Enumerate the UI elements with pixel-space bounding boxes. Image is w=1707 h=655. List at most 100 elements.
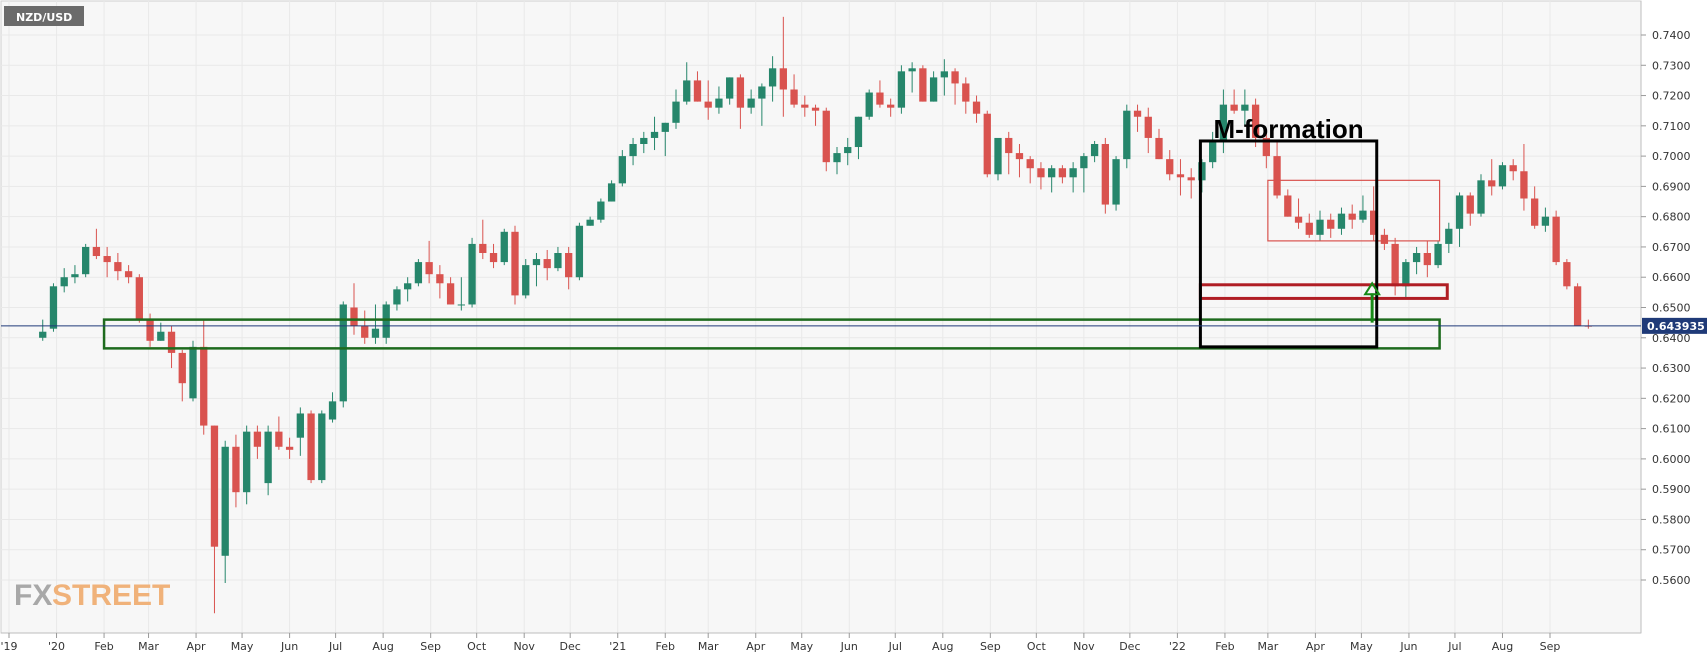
candle [1144,107,1152,154]
candle [994,137,1002,181]
candle [865,89,873,120]
candle [822,107,830,172]
candle [1455,192,1464,247]
x-tick-label: Jun [840,640,858,653]
candle-body [200,346,208,426]
candle [1477,174,1485,217]
candle-body [210,425,219,547]
candle-body [543,259,551,269]
candle-body [92,246,101,257]
y-tick-label: 0.7100 [1652,120,1691,133]
candle [1541,207,1550,232]
candle [811,104,820,126]
x-tick-label: Aug [932,640,953,653]
candle-body [1541,216,1550,226]
x-tick-label: May [231,640,254,653]
candle-body [983,113,991,175]
candle [672,89,680,129]
candle [210,425,219,614]
candle-body [1284,195,1292,217]
candle [1531,186,1539,229]
candle [1058,165,1067,184]
candle-body [865,92,873,117]
candle [972,95,981,123]
candle-body [253,431,262,447]
candle-body [1531,198,1539,226]
candle [736,74,745,129]
candle-body [1573,286,1582,326]
candle-body [146,319,154,341]
candle [565,246,573,290]
annotations: M-formation [102,114,1449,350]
candle-body [371,328,380,338]
x-tick-label: Nov [513,640,535,653]
candle-body [1187,177,1195,181]
y-tick-label: 0.6600 [1652,271,1691,284]
y-tick-label: 0.6900 [1652,180,1691,193]
candle [1563,259,1571,290]
candle [597,198,605,223]
candle [887,98,895,117]
x-tick-label: Dec [1119,640,1140,653]
candle-body [919,68,927,102]
x-tick-label: May [1350,640,1373,653]
up-arrow-head [1363,281,1381,296]
candle-body [1498,165,1507,187]
candle-body [1133,110,1142,117]
candle-body [457,304,465,306]
candle-body [511,231,519,296]
x-tick-label: '19 [0,640,17,653]
candle-body [60,277,68,287]
candle [49,283,58,332]
candle [1380,228,1389,250]
x-tick-label: '21 [609,640,626,653]
candle [232,434,240,508]
candle [92,228,101,260]
candle [522,259,530,299]
candle [1026,156,1034,184]
candle [189,340,197,402]
candle [683,62,691,105]
y-tick-label: 0.7200 [1652,90,1691,103]
last-price-badge [1642,317,1707,334]
candle [1166,150,1174,181]
candle-body [972,101,981,114]
x-tick-label: Sep [1540,640,1561,653]
candle [1251,98,1260,148]
candle-body [71,274,79,278]
x-tick-label: Feb [1215,640,1234,653]
candle-body [1488,180,1496,187]
x-tick-label: Feb [656,640,675,653]
candle [919,65,927,102]
candle-body [1552,216,1560,263]
plot-area[interactable] [0,0,1642,634]
y-tick-label: 0.7000 [1652,150,1691,163]
candle-body [361,325,369,338]
candle-body [951,71,959,84]
candle-body [1241,104,1249,111]
y-tick-label: 0.7300 [1652,59,1691,72]
candle-body [1305,222,1313,235]
candle [1488,159,1496,196]
candle [726,77,734,105]
candle-body [522,265,530,296]
candle [1101,137,1109,214]
candle-body [318,413,326,481]
candle [704,80,712,120]
candle-body [1026,159,1034,169]
candle [457,277,465,311]
candle [1273,140,1281,199]
candle-body [672,101,680,123]
y-tick-label: 0.5700 [1652,544,1691,557]
candle [640,131,648,154]
x-tick-label: Jun [1399,640,1417,653]
candle-body [414,262,423,284]
x-axis: '19 '20 Feb Mar Apr May Jun Jul Aug Sep Oct Nov Dec '… [0,632,1641,653]
candle [382,301,390,344]
candle-body [876,92,884,105]
candle [511,225,519,305]
candle-body [747,98,755,108]
y-tick-label: 0.6200 [1652,392,1691,405]
candle-body [436,274,444,284]
